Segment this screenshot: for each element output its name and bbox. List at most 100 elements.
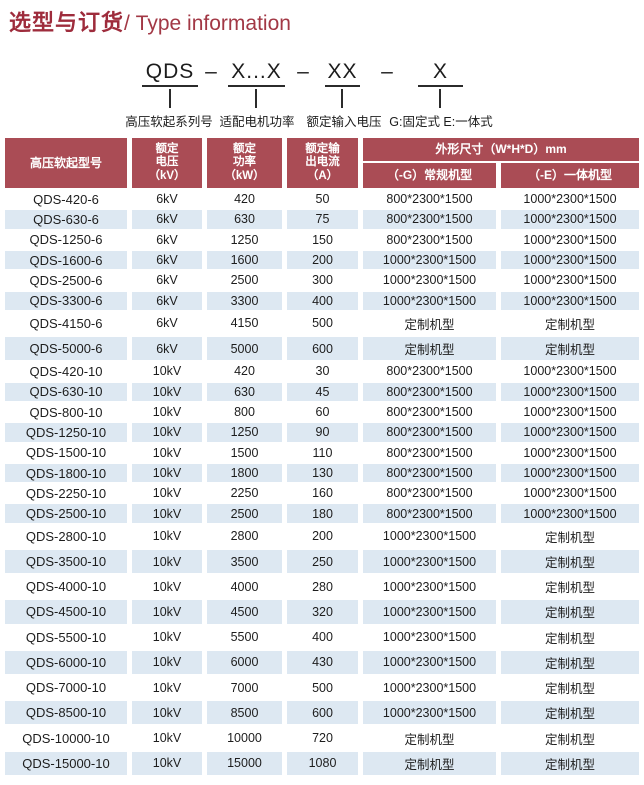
current-cell: 400 bbox=[287, 291, 358, 310]
power-cell: 2500 bbox=[207, 271, 282, 290]
table-row: QDS-4150-6 6kV 4150 500 定制机型 定制机型 bbox=[5, 311, 639, 336]
voltage-cell: 6kV bbox=[132, 271, 202, 290]
table-row: QDS-1250-6 6kV 1250 150 800*2300*1500 1000*23… bbox=[5, 230, 639, 249]
dim-e-cell: 1000*2300*1500 bbox=[501, 443, 639, 462]
dim-g-cell: 800*2300*1500 bbox=[363, 484, 496, 503]
model-cell: QDS-420-10 bbox=[5, 362, 127, 381]
current-cell: 600 bbox=[287, 701, 358, 725]
current-cell: 30 bbox=[287, 362, 358, 381]
dim-e-cell: 1000*2300*1500 bbox=[501, 230, 639, 249]
power-cell: 2250 bbox=[207, 484, 282, 503]
voltage-cell: 10kV bbox=[132, 382, 202, 401]
model-cell: QDS-1600-6 bbox=[5, 250, 127, 270]
page-title-zh: 选型与订货 bbox=[9, 10, 125, 35]
voltage-cell: 6kV bbox=[132, 210, 202, 229]
power-cell: 8500 bbox=[207, 701, 282, 725]
voltage-cell: 10kV bbox=[132, 650, 202, 674]
power-cell: 1250 bbox=[207, 230, 282, 249]
voltage-cell: 10kV bbox=[132, 362, 202, 381]
dim-g-cell: 1000*2300*1500 bbox=[363, 650, 496, 674]
code-segment-voltage: XX bbox=[325, 58, 360, 87]
voltage-cell: 10kV bbox=[132, 726, 202, 750]
code-separator: – bbox=[205, 60, 217, 83]
model-cell: QDS-4000-10 bbox=[5, 575, 127, 599]
dim-g-cell: 800*2300*1500 bbox=[363, 463, 496, 483]
header-power: 额定 功率 （kW） bbox=[207, 138, 282, 188]
model-cell: QDS-630-6 bbox=[5, 210, 127, 229]
current-cell: 45 bbox=[287, 382, 358, 401]
current-cell: 60 bbox=[287, 402, 358, 422]
table-row: QDS-5500-10 10kV 5500 400 1000*2300*1500 定制机型 bbox=[5, 625, 639, 649]
voltage-cell: 6kV bbox=[132, 311, 202, 336]
power-cell: 5000 bbox=[207, 337, 282, 361]
dim-e-cell: 定制机型 bbox=[501, 625, 639, 649]
power-cell: 4150 bbox=[207, 311, 282, 336]
voltage-cell: 10kV bbox=[132, 600, 202, 624]
power-cell: 1600 bbox=[207, 250, 282, 270]
model-cell: QDS-630-10 bbox=[5, 382, 127, 401]
dim-g-cell: 800*2300*1500 bbox=[363, 402, 496, 422]
voltage-cell: 10kV bbox=[132, 402, 202, 422]
power-cell: 420 bbox=[207, 362, 282, 381]
current-cell: 430 bbox=[287, 650, 358, 674]
power-cell: 7000 bbox=[207, 676, 282, 700]
table-row: QDS-2500-6 6kV 2500 300 1000*2300*1500 1000*2… bbox=[5, 271, 639, 290]
voltage-cell: 10kV bbox=[132, 524, 202, 548]
table-row: QDS-1250-10 10kV 1250 90 800*2300*1500 1000*2… bbox=[5, 423, 639, 442]
dim-g-cell: 1000*2300*1500 bbox=[363, 291, 496, 310]
model-cell: QDS-6000-10 bbox=[5, 650, 127, 674]
table-row: QDS-15000-10 10kV 15000 1080 定制机型 定制机型 bbox=[5, 751, 639, 775]
current-cell: 720 bbox=[287, 726, 358, 750]
voltage-cell: 6kV bbox=[132, 291, 202, 310]
dim-e-cell: 1000*2300*1500 bbox=[501, 362, 639, 381]
model-cell: QDS-15000-10 bbox=[5, 751, 127, 775]
dim-g-cell: 800*2300*1500 bbox=[363, 443, 496, 462]
spec-table: 高压软起型号 额定 电压 （kV） 额定 功率 （kW） 额定输 出电流 （A）… bbox=[0, 136, 644, 777]
code-segment-type: X bbox=[418, 58, 463, 87]
table-row: QDS-6000-10 10kV 6000 430 1000*2300*1500 定制机型 bbox=[5, 650, 639, 674]
power-cell: 1250 bbox=[207, 423, 282, 442]
current-cell: 50 bbox=[287, 190, 358, 209]
dim-e-cell: 1000*2300*1500 bbox=[501, 382, 639, 401]
header-voltage-line3: （kV） bbox=[148, 169, 186, 182]
dim-g-cell: 1000*2300*1500 bbox=[363, 600, 496, 624]
dim-e-cell: 定制机型 bbox=[501, 676, 639, 700]
current-cell: 110 bbox=[287, 443, 358, 462]
code-segment-power: X...X bbox=[228, 58, 285, 87]
power-cell: 3500 bbox=[207, 549, 282, 574]
voltage-cell: 10kV bbox=[132, 504, 202, 523]
code-tick-line bbox=[341, 89, 343, 108]
model-cell: QDS-1500-10 bbox=[5, 443, 127, 462]
power-cell: 800 bbox=[207, 402, 282, 422]
dim-g-cell: 1000*2300*1500 bbox=[363, 701, 496, 725]
header-voltage-line1: 额定 bbox=[155, 142, 179, 155]
code-label-series: 高压软起系列号 bbox=[125, 115, 213, 129]
model-cell: QDS-4150-6 bbox=[5, 311, 127, 336]
dim-e-cell: 定制机型 bbox=[501, 311, 639, 336]
dim-g-cell: 800*2300*1500 bbox=[363, 362, 496, 381]
dim-g-cell: 定制机型 bbox=[363, 726, 496, 750]
dim-e-cell: 1000*2300*1500 bbox=[501, 423, 639, 442]
code-tick-line bbox=[169, 89, 171, 108]
voltage-cell: 6kV bbox=[132, 337, 202, 361]
power-cell: 1500 bbox=[207, 443, 282, 462]
header-current-line1: 额定输 bbox=[305, 142, 340, 155]
model-cell: QDS-10000-10 bbox=[5, 726, 127, 750]
dim-g-cell: 1000*2300*1500 bbox=[363, 575, 496, 599]
table-row: QDS-8500-10 10kV 8500 600 1000*2300*1500 定制机型 bbox=[5, 701, 639, 725]
dim-g-cell: 1000*2300*1500 bbox=[363, 524, 496, 548]
power-cell: 420 bbox=[207, 190, 282, 209]
dim-e-cell: 1000*2300*1500 bbox=[501, 291, 639, 310]
model-cell: QDS-7000-10 bbox=[5, 676, 127, 700]
dim-e-cell: 1000*2300*1500 bbox=[501, 484, 639, 503]
dim-g-cell: 800*2300*1500 bbox=[363, 190, 496, 209]
current-cell: 200 bbox=[287, 524, 358, 548]
model-cell: QDS-1800-10 bbox=[5, 463, 127, 483]
model-cell: QDS-1250-6 bbox=[5, 230, 127, 249]
voltage-cell: 6kV bbox=[132, 190, 202, 209]
current-cell: 200 bbox=[287, 250, 358, 270]
dim-g-cell: 定制机型 bbox=[363, 311, 496, 336]
page-title-en: / Type information bbox=[124, 12, 291, 35]
voltage-cell: 6kV bbox=[132, 250, 202, 270]
